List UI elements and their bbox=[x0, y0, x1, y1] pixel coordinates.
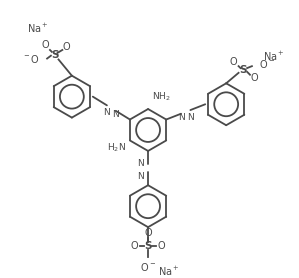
Text: Na$^+$: Na$^+$ bbox=[27, 21, 48, 35]
Text: S: S bbox=[144, 241, 152, 251]
Text: O$^-$: O$^-$ bbox=[140, 261, 156, 274]
Text: O: O bbox=[158, 241, 165, 251]
Text: N: N bbox=[137, 160, 144, 168]
Text: S: S bbox=[239, 65, 247, 75]
Text: N: N bbox=[112, 110, 119, 119]
Text: N: N bbox=[103, 108, 110, 118]
Text: O: O bbox=[41, 40, 49, 50]
Text: O: O bbox=[251, 73, 259, 83]
Text: H$_2$N: H$_2$N bbox=[107, 142, 126, 154]
Text: Na$^+$: Na$^+$ bbox=[263, 50, 285, 63]
Text: O$^-$: O$^-$ bbox=[259, 58, 275, 70]
Text: S: S bbox=[51, 50, 59, 60]
Text: O: O bbox=[62, 42, 70, 52]
Text: $^-$O: $^-$O bbox=[22, 53, 39, 64]
Text: O: O bbox=[230, 57, 238, 67]
Text: O: O bbox=[131, 241, 138, 251]
Text: NH$_2$: NH$_2$ bbox=[152, 91, 170, 103]
Text: Na$^+$: Na$^+$ bbox=[158, 264, 180, 277]
Text: N: N bbox=[178, 113, 184, 122]
Text: N: N bbox=[187, 113, 194, 122]
Text: O: O bbox=[144, 228, 152, 238]
Text: N: N bbox=[137, 172, 144, 180]
